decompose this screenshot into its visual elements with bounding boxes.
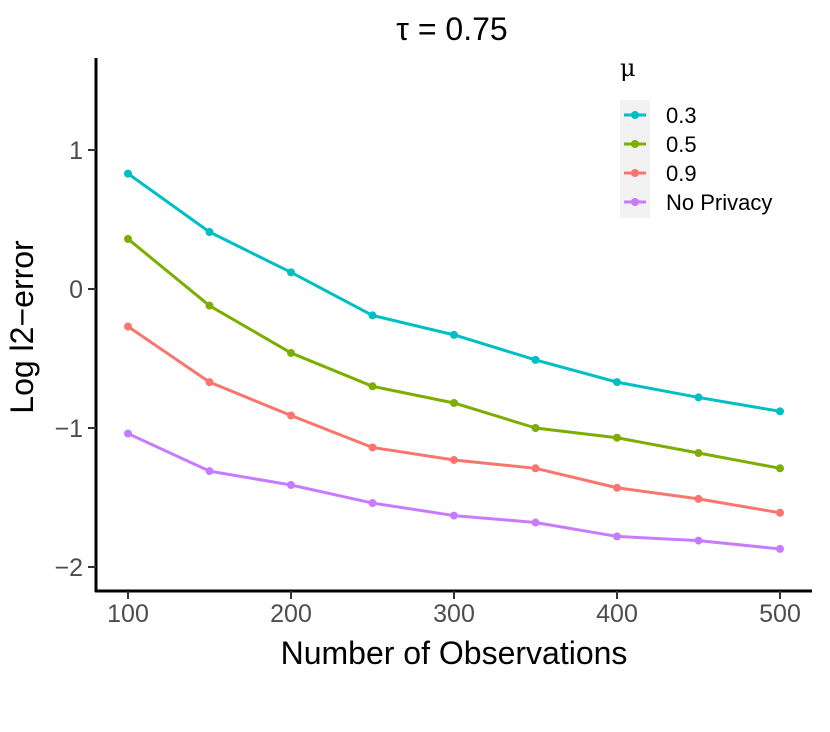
legend-item: 0.5 xyxy=(624,132,697,157)
legend-key-point xyxy=(631,198,639,206)
legend-item: No Privacy xyxy=(624,190,772,215)
series-line xyxy=(127,325,781,515)
data-point xyxy=(205,378,214,387)
data-point xyxy=(368,382,377,391)
x-tick-label: 200 xyxy=(270,600,312,628)
legend-title: μ xyxy=(620,54,636,82)
data-point xyxy=(531,464,540,473)
series-0-9 xyxy=(124,322,784,517)
data-point xyxy=(531,424,540,432)
data-point xyxy=(368,443,377,452)
data-point xyxy=(776,508,784,517)
data-point xyxy=(205,228,214,237)
data-point xyxy=(368,499,377,508)
legend: μ 0.3 0.5 0.9 No Privacy xyxy=(620,54,772,218)
data-point xyxy=(124,322,132,331)
data-point xyxy=(450,330,458,339)
y-tick-label: −1 xyxy=(54,415,83,443)
series-0-3 xyxy=(124,169,784,416)
data-point xyxy=(694,536,703,545)
y-tick-label: −2 xyxy=(54,554,83,582)
data-point xyxy=(531,518,540,527)
data-point xyxy=(450,455,458,464)
data-point xyxy=(613,532,621,541)
data-point xyxy=(776,544,784,553)
legend-key-point xyxy=(631,169,639,177)
data-point xyxy=(613,483,621,492)
legend-key-point xyxy=(631,140,639,148)
data-point xyxy=(613,378,621,387)
x-tick-label: 500 xyxy=(759,600,801,628)
y-axis-title: Log l2−error xyxy=(4,240,40,414)
legend-item: 0.3 xyxy=(624,103,697,128)
data-point xyxy=(124,234,132,243)
legend-label: 0.9 xyxy=(666,161,697,186)
y-tick-label: 0 xyxy=(69,276,83,304)
data-point xyxy=(287,480,295,489)
legend-label: 0.5 xyxy=(666,132,697,157)
data-point xyxy=(205,301,214,310)
x-tick-label: 300 xyxy=(433,600,475,628)
x-tick-label: 100 xyxy=(107,600,149,628)
data-point xyxy=(694,494,703,503)
legend-item: 0.9 xyxy=(624,161,697,186)
x-axis-ticks: 100 200 300 400 500 xyxy=(107,591,801,628)
legend-key-point xyxy=(631,111,639,119)
data-point xyxy=(368,311,377,320)
x-tick-label: 400 xyxy=(596,600,638,628)
data-point xyxy=(694,393,703,402)
legend-items: 0.3 0.5 0.9 No Privacy xyxy=(624,103,772,215)
data-point xyxy=(450,398,458,407)
series-line xyxy=(127,237,781,470)
data-point xyxy=(287,411,295,420)
x-axis-title: Number of Observations xyxy=(281,635,628,671)
data-point xyxy=(287,268,295,277)
y-tick-label: 1 xyxy=(69,137,83,165)
legend-label: No Privacy xyxy=(666,190,772,215)
series-0-5 xyxy=(124,234,784,473)
data-point xyxy=(450,511,458,520)
legend-label: 0.3 xyxy=(666,103,697,128)
data-point xyxy=(531,355,540,364)
data-point xyxy=(613,433,621,442)
data-point xyxy=(205,467,214,476)
data-point xyxy=(694,449,703,458)
data-point xyxy=(776,407,784,416)
data-point xyxy=(776,464,784,473)
y-axis-ticks: 1 0 −1 −2 xyxy=(54,137,96,582)
plot-area xyxy=(124,169,784,553)
data-point xyxy=(124,169,132,178)
chart-title: τ = 0.75 xyxy=(396,11,507,47)
series-no-privacy xyxy=(124,429,784,553)
data-point xyxy=(124,429,132,438)
data-point xyxy=(287,348,295,357)
